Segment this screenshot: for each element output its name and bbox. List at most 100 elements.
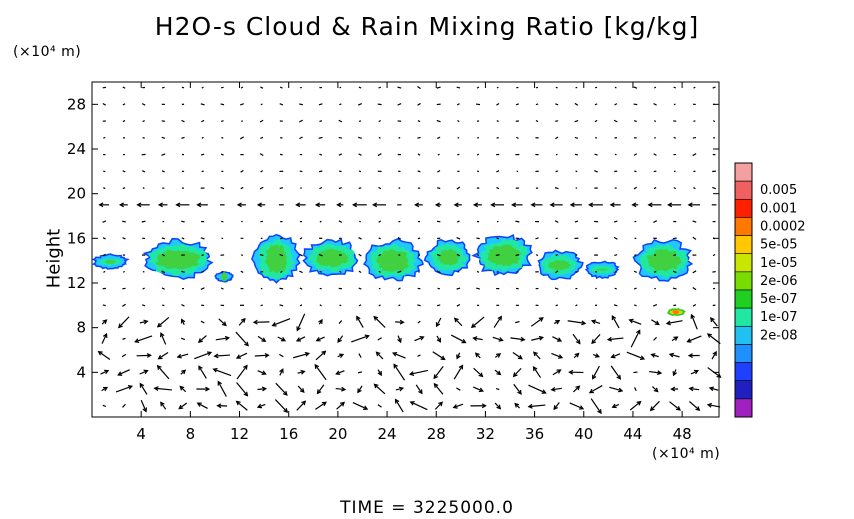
wind-arrow-head xyxy=(372,202,378,208)
wind-arrow xyxy=(240,86,244,89)
wind-arrow xyxy=(102,404,107,407)
wind-arrow xyxy=(275,382,288,396)
wind-arrow-head xyxy=(568,369,574,375)
wind-arrow xyxy=(297,385,305,393)
wind-arrow xyxy=(319,187,323,190)
wind-arrow-head xyxy=(314,202,320,208)
colorbar-label: 1e-07 xyxy=(760,310,798,325)
wind-arrow-head xyxy=(665,320,671,326)
wind-arrow xyxy=(161,170,165,173)
wind-arrow-head xyxy=(256,202,262,208)
wind-arrow xyxy=(296,313,306,331)
wind-arrow xyxy=(653,103,657,106)
wind-arrow-head xyxy=(261,386,268,392)
wind-arrow xyxy=(122,86,126,89)
wind-arrow-head xyxy=(549,202,555,208)
y-axis-unit: (×10⁴ m) xyxy=(13,44,82,60)
wind-arrow xyxy=(530,317,544,327)
wind-arrow-head xyxy=(364,334,370,340)
wind-arrow xyxy=(378,304,381,307)
wind-vectors xyxy=(97,86,722,415)
wind-arrow xyxy=(417,102,421,106)
wind-arrow xyxy=(613,304,618,307)
colorbar-swatch xyxy=(734,289,753,309)
wind-arrow xyxy=(613,220,618,223)
wind-arrow-head xyxy=(136,202,142,208)
wind-arrow xyxy=(653,304,658,307)
wind-arrow xyxy=(221,220,224,223)
wind-arrow-head xyxy=(628,318,634,324)
wind-arrow-head xyxy=(575,385,581,391)
wind-arrow xyxy=(236,400,248,411)
wind-arrow xyxy=(161,237,165,240)
wind-arrow xyxy=(181,237,185,240)
wind-arrow xyxy=(257,370,266,375)
wind-arrow xyxy=(180,337,186,341)
wind-arrow-head xyxy=(418,389,423,395)
wind-arrow-head xyxy=(156,322,162,328)
wind-arrow xyxy=(476,170,480,173)
wind-arrow xyxy=(614,153,617,156)
wind-arrow-head xyxy=(397,338,402,344)
wind-arrow xyxy=(142,271,145,273)
wind-arrow xyxy=(238,318,246,326)
colorbar-label: 1e-05 xyxy=(760,256,798,271)
wind-arrow xyxy=(555,237,558,240)
wind-arrow-head xyxy=(590,319,597,325)
wind-arrow-head xyxy=(102,332,108,339)
wind-arrow-head xyxy=(667,202,673,208)
wind-arrow xyxy=(510,337,525,341)
wind-arrow xyxy=(575,270,578,273)
wind-arrow xyxy=(122,270,125,273)
wind-arrow xyxy=(495,254,500,256)
wind-arrow-head xyxy=(675,406,681,411)
wind-arrow xyxy=(496,103,500,106)
wind-arrow-head xyxy=(538,335,544,341)
wind-arrow xyxy=(653,187,657,190)
wind-arrow-head xyxy=(244,341,249,347)
wind-arrow xyxy=(594,119,598,123)
wind-arrow xyxy=(712,253,716,257)
wind-arrow xyxy=(198,365,207,379)
colorbar-swatch xyxy=(734,362,753,382)
x-tick-label: 36 xyxy=(525,425,544,443)
wind-arrow xyxy=(591,320,601,324)
colorbar-swatch xyxy=(734,398,753,418)
wind-arrow xyxy=(161,86,165,89)
wind-arrow xyxy=(692,220,697,223)
wind-arrow xyxy=(634,304,637,307)
wind-arrow xyxy=(319,153,323,156)
wind-arrow xyxy=(279,253,284,257)
colorbar-label: 0.005 xyxy=(760,183,797,198)
wind-arrow xyxy=(512,352,523,360)
wind-arrow xyxy=(257,403,266,408)
wind-arrow xyxy=(293,352,309,359)
wind-arrow xyxy=(575,170,578,173)
wind-arrow xyxy=(533,366,542,378)
wind-arrow-head xyxy=(654,320,660,326)
wind-arrow-head xyxy=(592,374,597,380)
wind-arrow xyxy=(98,351,111,360)
wind-arrow xyxy=(433,366,444,379)
wind-arrow xyxy=(574,102,579,106)
wind-arrow xyxy=(160,332,167,345)
wind-arrow-head xyxy=(435,322,441,328)
wind-arrow-head xyxy=(252,319,258,325)
wind-arrow xyxy=(220,270,224,273)
wind-arrow xyxy=(197,402,208,409)
wind-arrow xyxy=(356,316,364,328)
wind-arrow xyxy=(122,103,126,106)
wind-arrow-head xyxy=(657,370,663,376)
wind-arrow-head xyxy=(97,350,103,356)
wind-arrow xyxy=(299,287,303,290)
wind-arrow xyxy=(339,103,342,106)
wind-arrow xyxy=(161,153,166,156)
wind-arrow xyxy=(279,187,284,190)
wind-arrow-head xyxy=(153,386,159,391)
x-tick-label: 32 xyxy=(476,425,495,443)
wind-arrow xyxy=(358,120,362,122)
wind-arrow xyxy=(240,186,244,190)
wind-arrow xyxy=(589,385,603,394)
wind-arrow xyxy=(711,351,717,360)
wind-arrow xyxy=(436,253,441,257)
